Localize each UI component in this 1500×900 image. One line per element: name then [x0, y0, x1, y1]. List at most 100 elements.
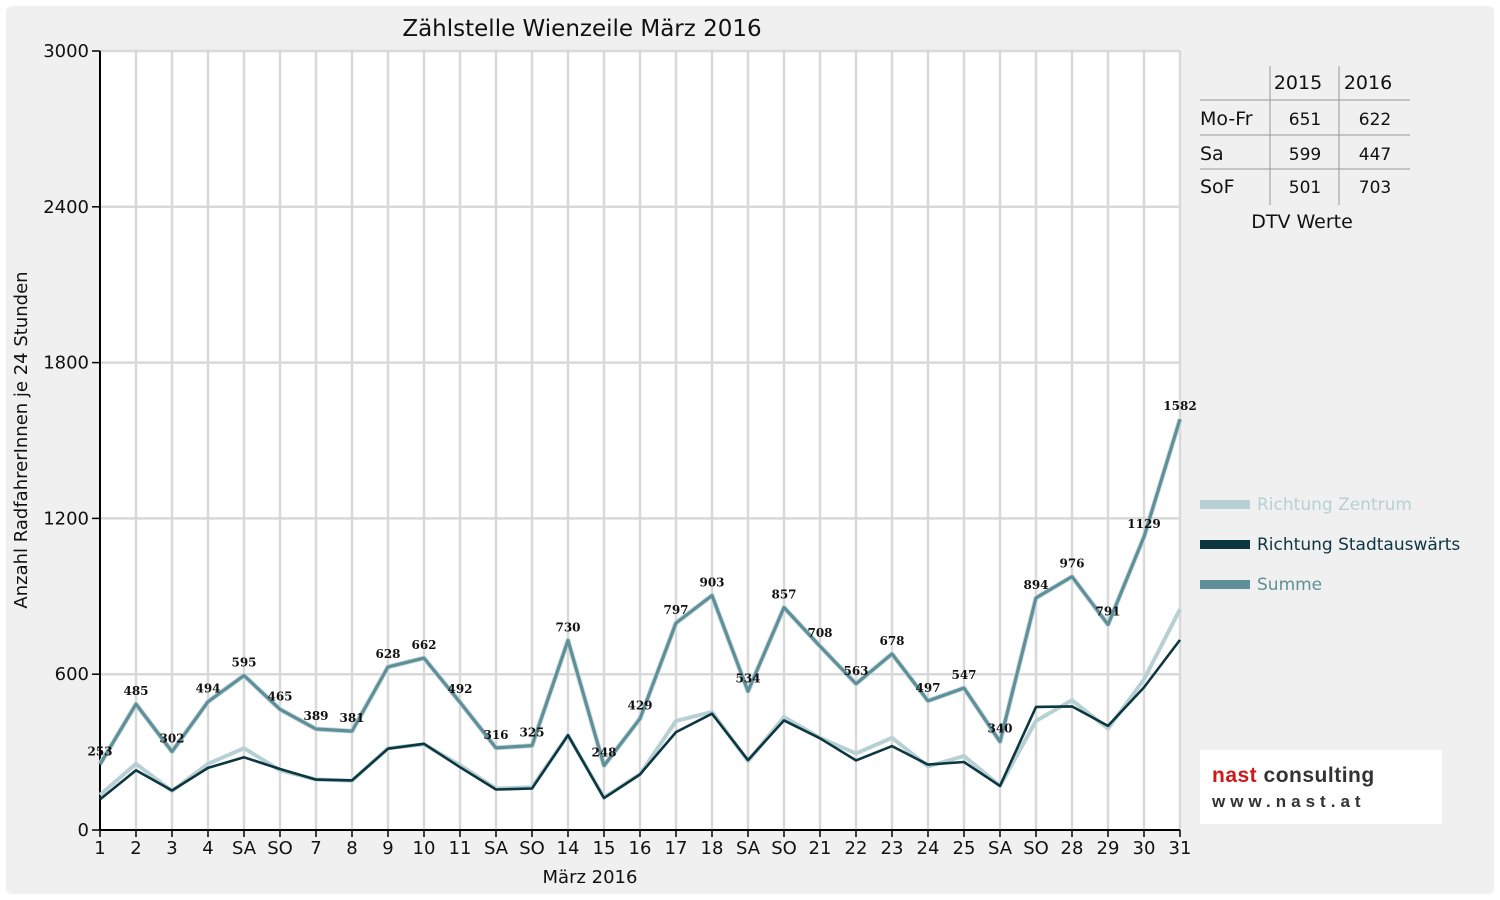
- logo-url: www.nast.at: [1212, 792, 1366, 811]
- data-label: 547: [951, 668, 976, 682]
- x-tick-label: 2: [130, 838, 141, 859]
- legend-swatch-summe: [1200, 580, 1250, 589]
- x-tick-label: SO: [519, 838, 545, 859]
- data-label: 325: [519, 726, 544, 740]
- table-cell: 447: [1359, 145, 1391, 165]
- legend-label-summe: Summe: [1257, 575, 1322, 595]
- legend-label-stadtauswaerts: Richtung Stadtauswärts: [1257, 535, 1460, 555]
- data-label: 429: [627, 699, 652, 713]
- x-tick-label: SO: [771, 838, 797, 859]
- y-tick-label: 600: [55, 664, 89, 685]
- y-tick-label: 2400: [43, 197, 89, 218]
- logo-brand-red: nast: [1212, 764, 1258, 787]
- data-label: 381: [339, 711, 364, 725]
- data-label: 903: [699, 576, 724, 590]
- x-tick-label: 30: [1133, 838, 1156, 859]
- x-tick-label: 4: [202, 838, 213, 859]
- grid-layer: [100, 49, 1182, 830]
- data-label: 389: [303, 709, 328, 723]
- x-tick-label: 14: [557, 838, 580, 859]
- table-cell: 599: [1289, 145, 1321, 165]
- legend-swatch-stadtauswaerts: [1200, 540, 1250, 549]
- data-label: 563: [843, 664, 868, 678]
- x-tick-label: 28: [1061, 838, 1084, 859]
- x-tick-label: 29: [1097, 838, 1120, 859]
- data-label: 628: [375, 647, 400, 661]
- legend-swatch-zentrum: [1200, 500, 1250, 509]
- table-header-2016: 2016: [1344, 72, 1392, 94]
- x-tick-label: 10: [413, 838, 436, 859]
- x-tick-label: 18: [701, 838, 724, 859]
- series-line-summe: [98, 418, 1182, 768]
- series-line-stadtauswaerts: [99, 639, 1182, 801]
- data-label: 494: [195, 682, 220, 696]
- data-label: 857: [771, 587, 796, 601]
- x-tick-label: 3: [166, 838, 177, 859]
- data-label: 1129: [1127, 517, 1160, 531]
- table-cell: 501: [1289, 178, 1321, 198]
- x-tick-label: 1: [94, 838, 105, 859]
- x-tick-label: 22: [845, 838, 868, 859]
- data-label: 253: [87, 744, 112, 758]
- x-tick-label: 16: [629, 838, 652, 859]
- x-tick-label: SA: [988, 838, 1013, 859]
- x-tick-label: 11: [449, 838, 472, 859]
- data-label: 534: [735, 671, 760, 685]
- data-label: 492: [447, 682, 472, 696]
- x-tick-label: SO: [1023, 838, 1049, 859]
- data-label: 791: [1095, 605, 1120, 619]
- data-label: 1582: [1163, 399, 1196, 413]
- table-header-2015: 2015: [1274, 72, 1322, 94]
- x-tick-label: SA: [736, 838, 761, 859]
- x-tick-label: 15: [593, 838, 616, 859]
- x-tick-label: 17: [665, 838, 688, 859]
- logo-brand: nast consulting: [1212, 764, 1375, 788]
- data-label: 302: [159, 732, 184, 746]
- data-label: 730: [555, 620, 580, 634]
- data-label: 316: [483, 728, 508, 742]
- data-label-layer: 253 485 302 494 595 465 389 381 628 662 492 316 325 7…: [87, 399, 1196, 759]
- data-label: 797: [663, 603, 688, 617]
- x-tick-label: 9: [382, 838, 393, 859]
- table-cell: 703: [1359, 178, 1391, 198]
- legend: Richtung Zentrum Richtung Stadtauswärts …: [1200, 495, 1460, 595]
- data-label: 465: [267, 689, 292, 703]
- legend-label-zentrum: Richtung Zentrum: [1257, 495, 1412, 515]
- data-label: 248: [591, 746, 616, 760]
- y-tick-label: 3000: [43, 41, 89, 62]
- chart-title: Zählstelle Wienzeile März 2016: [402, 16, 761, 42]
- series-layer: [97, 418, 1183, 801]
- logo-brand-rest: consulting: [1257, 764, 1375, 787]
- x-tick-label: 23: [881, 838, 904, 859]
- y-tick-label: 1800: [43, 353, 89, 374]
- data-label: 708: [807, 626, 832, 640]
- y-tick-label: 0: [78, 820, 89, 841]
- data-label: 678: [879, 634, 904, 648]
- x-tick-label: 24: [917, 838, 940, 859]
- x-tick-label: 8: [346, 838, 357, 859]
- data-label: 340: [987, 722, 1012, 736]
- x-tick-label: 31: [1169, 838, 1192, 859]
- y-axis-label: Anzahl RadfahrerInnen je 24 Stunden: [11, 271, 32, 608]
- data-label: 497: [915, 681, 940, 695]
- table-caption: DTV Werte: [1251, 211, 1353, 233]
- data-label: 662: [411, 638, 436, 652]
- y-tick-label: 1200: [43, 508, 89, 529]
- table-cell: 651: [1289, 110, 1321, 130]
- x-tick-label: 7: [310, 838, 321, 859]
- x-tick-label: SO: [267, 838, 293, 859]
- data-label: 485: [123, 684, 148, 698]
- company-logo: nast consulting www.nast.at: [1200, 750, 1442, 824]
- x-tick-label: 21: [809, 838, 832, 859]
- table-row-label: SoF: [1200, 176, 1235, 198]
- table-row-label: Sa: [1200, 143, 1224, 165]
- x-tick-label: 25: [953, 838, 976, 859]
- data-label: 894: [1023, 578, 1048, 592]
- table-cell: 622: [1359, 110, 1391, 130]
- x-axis-label: März 2016: [543, 867, 638, 888]
- x-tick-label: SA: [232, 838, 257, 859]
- x-tick-label: SA: [484, 838, 509, 859]
- data-label: 976: [1059, 557, 1084, 571]
